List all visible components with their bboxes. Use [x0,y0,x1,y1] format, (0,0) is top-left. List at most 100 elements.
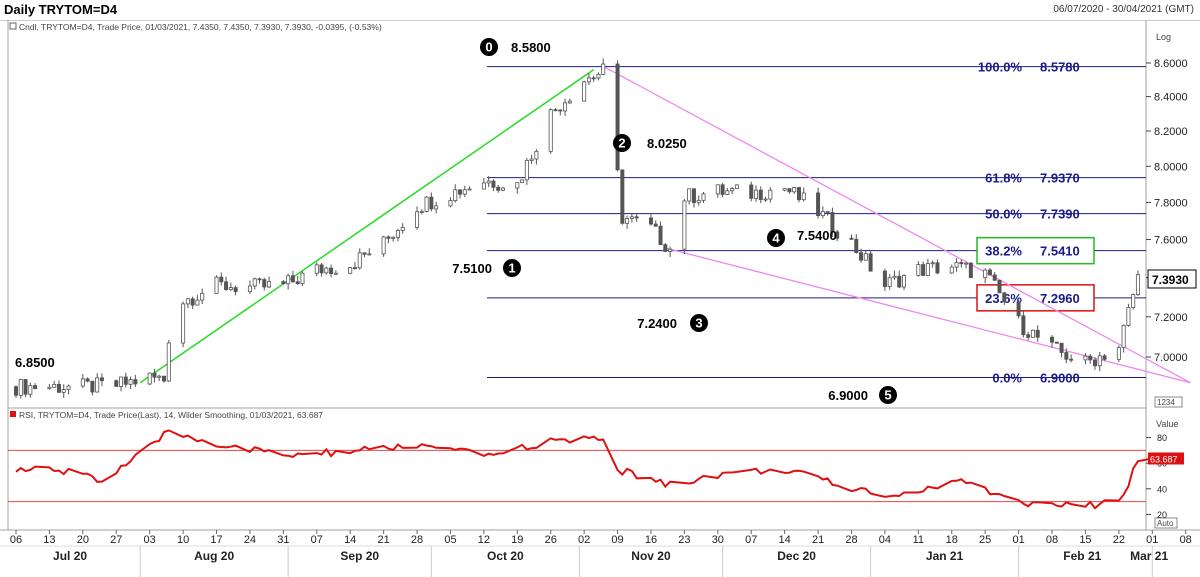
auto-box[interactable] [1154,517,1178,529]
candle-body [1102,355,1107,360]
candle-body [419,211,424,213]
x-tick-label: 28 [845,534,857,546]
y-tick-label: 7.2000 [1154,312,1188,324]
candle-body [863,253,868,261]
x-tick-label: 12 [478,534,490,546]
candle-body [959,262,964,265]
wave-price-label: 8.0250 [647,136,687,151]
candle-body [99,377,104,382]
candle-body [23,379,28,395]
chart-canvas[interactable]: Cndl, TRYTOM=D4, Trade Price, 01/03/2021… [0,20,1200,577]
candle-body [286,275,291,285]
candle-body [983,269,988,279]
candle-body [190,298,195,306]
candle-body [90,380,95,393]
x-tick-label: 07 [311,534,323,546]
y-tick-label: 7.0000 [1154,352,1188,364]
candle-body [352,267,357,269]
candle-body [997,279,1002,294]
month-label: Nov 20 [631,549,671,563]
candle-body [128,379,133,385]
x-tick-label: 30 [712,534,724,546]
candle-body [386,236,391,239]
rsi-tick-label: 20 [1157,510,1167,520]
candle-body [319,264,324,274]
wave-marker [767,229,785,247]
candle-body [1088,355,1093,361]
month-label: Feb 21 [1063,549,1101,563]
candle-body [954,262,959,268]
candle-body [295,281,300,285]
x-tick-label: 08 [1046,534,1058,546]
x-tick-label: 10 [177,534,189,546]
candle-body [381,236,386,255]
candle-body [1026,334,1031,338]
start-price-label: 6.8500 [15,355,55,370]
fib-pct-label: 100.0% [978,60,1023,75]
candle-body [1083,355,1088,361]
wave-price-label: 6.9000 [828,388,868,403]
candle-body [233,287,238,293]
candle-body [892,275,897,279]
x-tick-label: 14 [779,534,791,546]
candle-body [119,376,124,387]
candle-body [935,262,940,274]
x-tick-label: 24 [244,534,256,546]
wave-marker [879,386,897,404]
candle-body [415,211,420,228]
month-label: Oct 20 [487,549,524,563]
candle-body [13,386,18,396]
candle-body [625,218,630,224]
candle-body [820,211,825,217]
candle-body [429,196,434,210]
scale-mode-label[interactable]: Log [1156,32,1171,42]
candle-body [481,182,486,190]
last-price-tag [1147,269,1197,289]
candle-body [300,272,305,285]
rsi-panel-frame [7,407,1147,531]
candle-body [491,180,496,188]
auto-label[interactable]: Auto [1157,519,1174,528]
candle-body [391,236,396,239]
wedge-lower-line [665,247,1191,384]
candle-body [696,199,701,204]
candle-body [792,187,797,193]
candle-body [1021,315,1026,336]
x-tick-label: 25 [979,534,991,546]
candle-body [567,100,572,104]
candle-body [219,276,224,283]
candle-body [247,285,252,293]
candle-body [458,189,463,195]
x-tick-label: 23 [678,534,690,546]
x-tick-label: 11 [913,534,924,546]
candle-body [730,188,735,192]
candle-body [114,380,119,387]
date-range[interactable]: 06/07/2020 - 30/04/2021 (GMT) [1053,4,1194,15]
x-tick-label: 09 [611,534,623,546]
candle-body [400,227,405,231]
price-legend[interactable]: Cndl, TRYTOM=D4, Trade Price, 01/03/2021… [19,22,382,32]
chart-title: Daily TRYTOM=D4 [4,2,118,17]
fib-value-label: 8.5780 [1040,60,1080,75]
candle-body [868,253,873,272]
candle-body [854,238,859,253]
candle-body [663,244,668,252]
candle-body [1050,336,1055,343]
candle-body [252,278,257,287]
fib-highlight-box [976,284,1095,312]
volume-box-label: 1234 [1157,398,1175,407]
fib-highlight-box [976,236,1095,265]
candle-body [95,377,100,393]
candle-body [859,252,864,261]
x-tick-label: 01 [1146,534,1158,546]
rsi-legend[interactable]: RSI, TRYTOM=D4, Trade Price(Last), 14, W… [19,410,323,420]
candle-body [290,275,295,283]
candle-body [921,264,926,276]
month-label: Sep 20 [340,549,379,563]
candle-body [162,375,167,382]
candle-body [1054,341,1059,344]
candle-body [763,198,768,201]
candle-body [200,293,205,301]
candle-body [1135,274,1140,295]
candle-body [453,189,458,201]
